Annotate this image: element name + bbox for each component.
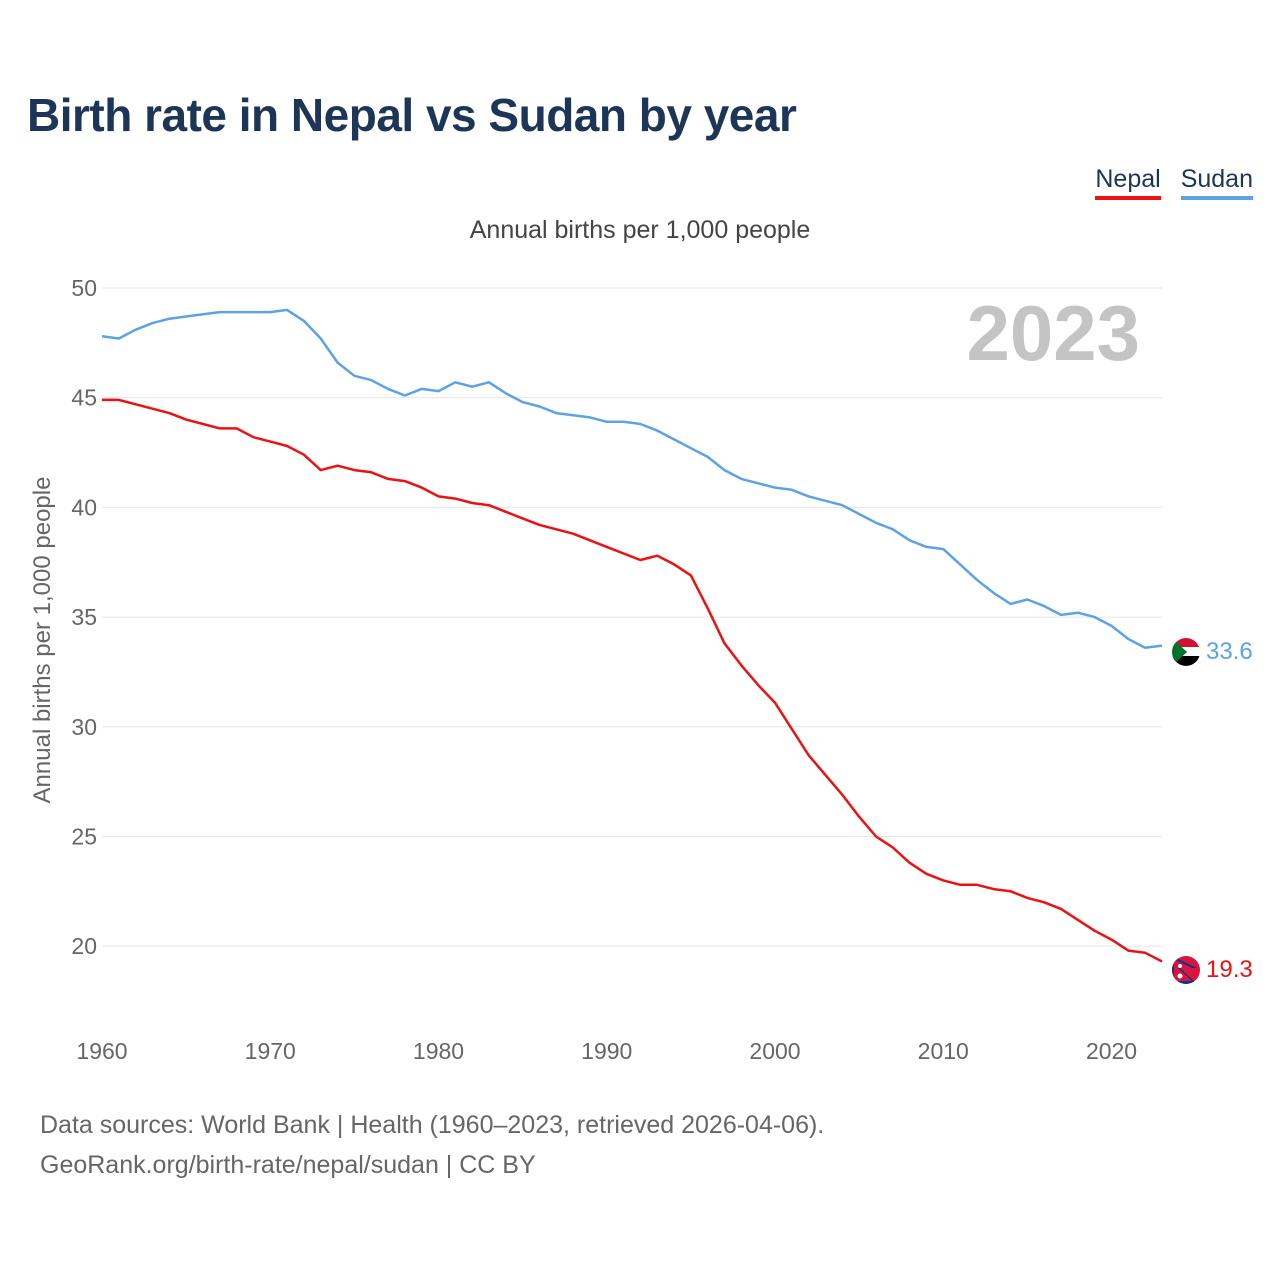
y-tick-label: 50 <box>71 275 97 301</box>
end-value-label-nepal: 19.3 <box>1206 956 1253 983</box>
y-tick-label: 45 <box>71 385 97 411</box>
x-tick-label: 2020 <box>1086 1038 1137 1064</box>
series-line-sudan[interactable] <box>101 308 1163 650</box>
page-title: Birth rate in Nepal vs Sudan by year <box>27 89 797 141</box>
x-tick-label: 2010 <box>918 1038 969 1064</box>
y-tick-label: 40 <box>71 494 97 520</box>
axes: 20 25 30 35 40 45 50 1960 1970 1980 1990 2000 2010 20… <box>71 275 1137 1064</box>
sudan-flag-icon <box>1172 638 1200 666</box>
footer: Data sources: World Bank | Health (1960–… <box>40 1105 824 1185</box>
legend: Nepal Sudan <box>1095 165 1253 200</box>
nepal-flag-icon <box>1172 956 1200 984</box>
end-value-label-sudan: 33.6 <box>1206 638 1253 665</box>
x-tick-label: 1960 <box>76 1038 127 1064</box>
legend-item-nepal[interactable]: Nepal <box>1095 165 1161 200</box>
footer-sources: Data sources: World Bank | Health (1960–… <box>40 1111 825 1139</box>
current-year-label: 2023 <box>966 289 1140 377</box>
gridlines <box>102 287 1162 947</box>
y-tick-label: 35 <box>71 604 97 630</box>
series <box>101 308 1163 963</box>
y-tick-label: 20 <box>71 933 97 959</box>
y-tick-label: 30 <box>71 714 97 740</box>
x-tick-label: 1980 <box>413 1038 464 1064</box>
series-line-nepal[interactable] <box>102 398 1163 963</box>
chart-subtitle: Annual births per 1,000 people <box>469 216 811 244</box>
x-tick-label: 1970 <box>245 1038 296 1064</box>
legend-item-sudan[interactable]: Sudan <box>1180 165 1253 200</box>
y-axis-label: Annual births per 1,000 people <box>29 477 56 804</box>
x-tick-label: 1990 <box>581 1038 632 1064</box>
y-tick-label: 25 <box>71 823 97 849</box>
x-tick-label: 2000 <box>749 1038 800 1064</box>
footer-credit[interactable]: GeoRank.org/birth-rate/nepal/sudan | CC … <box>40 1151 536 1179</box>
